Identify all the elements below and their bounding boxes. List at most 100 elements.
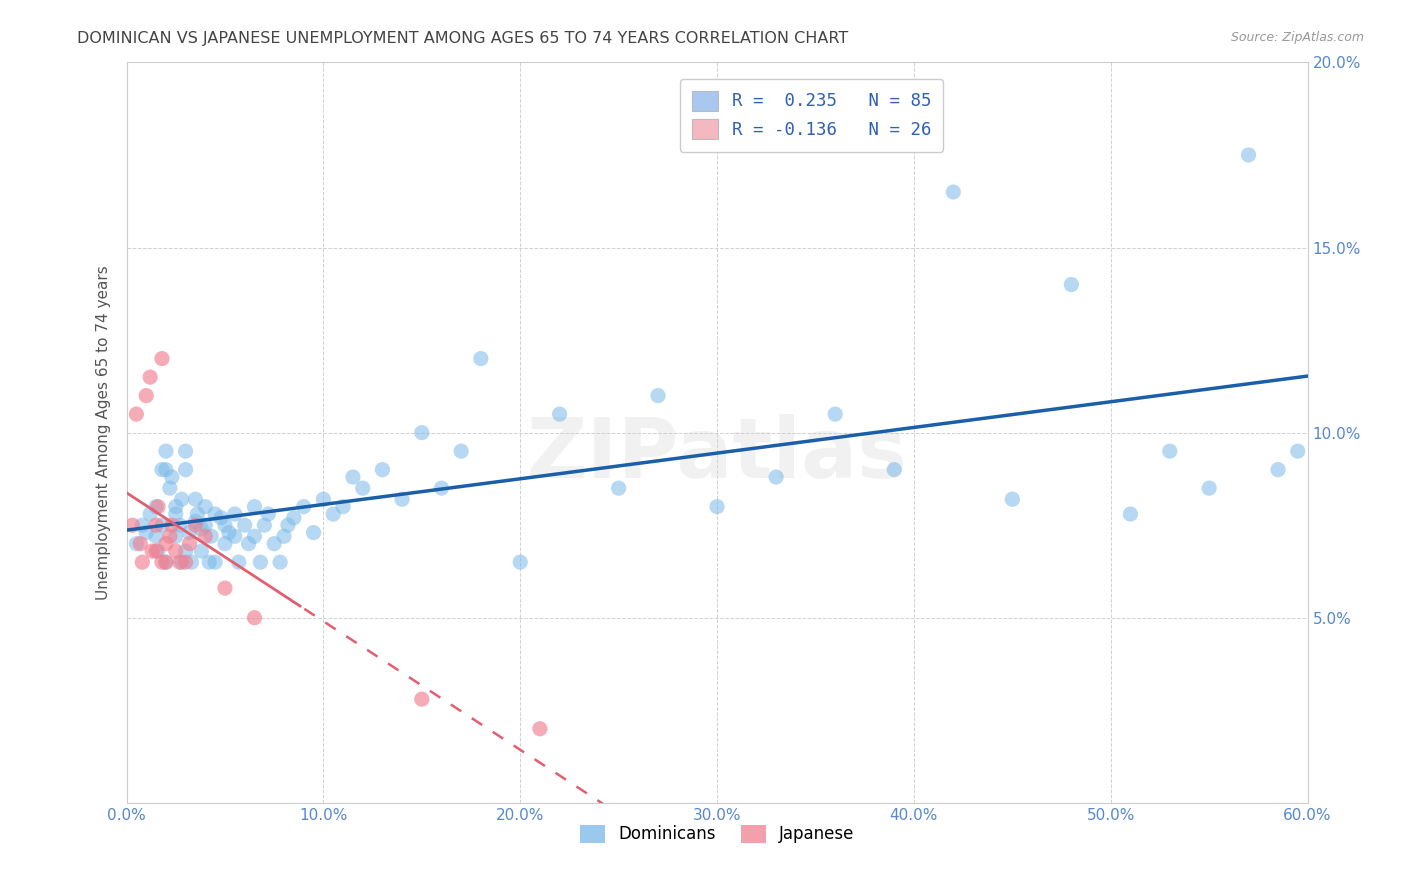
Point <box>155 555 177 569</box>
Point <box>179 536 201 550</box>
Point <box>1237 148 1260 162</box>
Point <box>607 481 630 495</box>
Point <box>170 555 193 569</box>
Point <box>269 555 291 569</box>
Point <box>352 481 374 495</box>
Point <box>253 518 276 533</box>
Point <box>160 470 183 484</box>
Point <box>391 492 413 507</box>
Point <box>209 510 232 524</box>
Point <box>529 722 551 736</box>
Point <box>194 529 217 543</box>
Point <box>160 518 183 533</box>
Point <box>411 692 433 706</box>
Point <box>302 525 325 540</box>
Point <box>1267 462 1289 476</box>
Point <box>765 470 787 484</box>
Point <box>243 529 266 543</box>
Point <box>131 555 153 569</box>
Point <box>1119 507 1142 521</box>
Point <box>198 555 221 569</box>
Point <box>332 500 354 514</box>
Point <box>150 555 173 569</box>
Point <box>228 555 250 569</box>
Point <box>204 555 226 569</box>
Point <box>263 536 285 550</box>
Point <box>214 518 236 533</box>
Point <box>159 481 181 495</box>
Point <box>155 536 177 550</box>
Point <box>1159 444 1181 458</box>
Point <box>146 500 169 514</box>
Point <box>159 529 181 543</box>
Point <box>174 544 197 558</box>
Point <box>186 507 208 521</box>
Point <box>174 462 197 476</box>
Point <box>145 529 167 543</box>
Point <box>184 518 207 533</box>
Point <box>257 507 280 521</box>
Point <box>1198 481 1220 495</box>
Point <box>146 544 169 558</box>
Point <box>283 510 305 524</box>
Point <box>430 481 453 495</box>
Point <box>214 581 236 595</box>
Point <box>243 500 266 514</box>
Point <box>170 492 193 507</box>
Point <box>174 444 197 458</box>
Point <box>1286 444 1309 458</box>
Point <box>292 500 315 514</box>
Point <box>249 555 271 569</box>
Point <box>200 529 222 543</box>
Point <box>141 544 163 558</box>
Point <box>312 492 335 507</box>
Point <box>121 518 143 533</box>
Text: ZIPatlas: ZIPatlas <box>527 414 907 495</box>
Point <box>411 425 433 440</box>
Point <box>155 444 177 458</box>
Point <box>150 351 173 366</box>
Point <box>125 407 148 421</box>
Point <box>277 518 299 533</box>
Legend: Dominicans, Japanese: Dominicans, Japanese <box>574 818 860 850</box>
Point <box>450 444 472 458</box>
Point <box>204 507 226 521</box>
Point <box>174 555 197 569</box>
Point <box>942 185 965 199</box>
Point <box>190 522 212 536</box>
Point <box>238 536 260 550</box>
Point <box>131 518 153 533</box>
Point <box>179 525 201 540</box>
Point <box>165 500 187 514</box>
Point <box>243 610 266 624</box>
Point <box>135 525 157 540</box>
Point <box>180 555 202 569</box>
Point <box>233 518 256 533</box>
Point <box>139 507 162 521</box>
Point <box>165 544 187 558</box>
Point <box>165 507 187 521</box>
Point <box>1060 277 1083 292</box>
Point <box>371 462 394 476</box>
Point <box>150 518 173 533</box>
Point <box>214 536 236 550</box>
Point <box>322 507 344 521</box>
Point <box>145 518 167 533</box>
Point <box>824 407 846 421</box>
Point <box>706 500 728 514</box>
Point <box>647 388 669 402</box>
Point <box>169 518 191 533</box>
Point <box>155 462 177 476</box>
Point <box>190 544 212 558</box>
Point <box>548 407 571 421</box>
Point <box>150 462 173 476</box>
Point <box>194 500 217 514</box>
Point <box>169 555 191 569</box>
Point <box>509 555 531 569</box>
Point <box>145 544 167 558</box>
Point <box>883 462 905 476</box>
Point <box>145 500 167 514</box>
Point <box>129 536 152 550</box>
Point <box>224 507 246 521</box>
Point <box>470 351 492 366</box>
